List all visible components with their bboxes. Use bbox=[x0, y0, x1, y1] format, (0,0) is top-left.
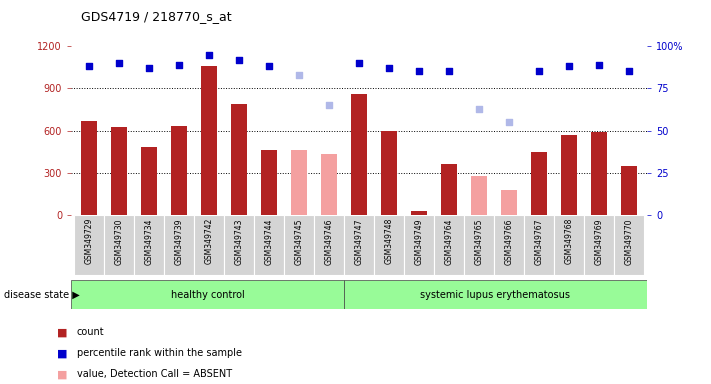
Bar bbox=[471, 176, 487, 215]
Text: GSM349730: GSM349730 bbox=[114, 218, 124, 265]
Text: GSM349748: GSM349748 bbox=[385, 218, 394, 265]
Bar bbox=[141, 147, 157, 215]
Point bbox=[413, 68, 424, 74]
Bar bbox=[284, 215, 314, 275]
Bar bbox=[74, 215, 104, 275]
Bar bbox=[621, 166, 637, 215]
Bar bbox=[561, 136, 577, 215]
Point bbox=[624, 68, 635, 74]
Bar bbox=[164, 215, 194, 275]
Point bbox=[294, 72, 305, 78]
Bar bbox=[441, 164, 457, 215]
Text: systemic lupus erythematosus: systemic lupus erythematosus bbox=[420, 290, 570, 300]
Bar bbox=[314, 215, 344, 275]
Text: GSM349765: GSM349765 bbox=[474, 218, 483, 265]
Text: GSM349768: GSM349768 bbox=[565, 218, 574, 265]
Bar bbox=[591, 132, 607, 215]
Text: GSM349729: GSM349729 bbox=[85, 218, 94, 265]
Bar bbox=[134, 215, 164, 275]
Text: disease state ▶: disease state ▶ bbox=[4, 290, 80, 300]
Bar bbox=[374, 215, 404, 275]
Bar bbox=[411, 211, 427, 215]
Bar bbox=[344, 280, 647, 309]
Bar bbox=[224, 215, 254, 275]
Point bbox=[203, 51, 215, 58]
Bar bbox=[464, 215, 494, 275]
Point bbox=[444, 68, 455, 74]
Text: ■: ■ bbox=[57, 369, 68, 379]
Point bbox=[324, 102, 335, 108]
Bar bbox=[254, 215, 284, 275]
Text: ■: ■ bbox=[57, 348, 68, 358]
Text: GSM349766: GSM349766 bbox=[505, 218, 513, 265]
Text: GSM349746: GSM349746 bbox=[324, 218, 333, 265]
Text: GSM349734: GSM349734 bbox=[144, 218, 154, 265]
Point bbox=[503, 119, 515, 125]
Point bbox=[83, 63, 95, 70]
Bar bbox=[351, 94, 368, 215]
Bar bbox=[111, 127, 127, 215]
Bar bbox=[81, 121, 97, 215]
Point bbox=[263, 63, 274, 70]
Text: GSM349764: GSM349764 bbox=[444, 218, 454, 265]
Bar bbox=[261, 150, 277, 215]
Point bbox=[114, 60, 125, 66]
Point bbox=[353, 60, 365, 66]
Bar bbox=[201, 66, 218, 215]
Bar bbox=[614, 215, 644, 275]
Text: percentile rank within the sample: percentile rank within the sample bbox=[77, 348, 242, 358]
Bar bbox=[171, 126, 187, 215]
Point bbox=[383, 65, 395, 71]
Text: value, Detection Call = ABSENT: value, Detection Call = ABSENT bbox=[77, 369, 232, 379]
Bar bbox=[584, 215, 614, 275]
Text: GSM349767: GSM349767 bbox=[535, 218, 543, 265]
Bar bbox=[554, 215, 584, 275]
Text: GSM349742: GSM349742 bbox=[205, 218, 213, 265]
Bar bbox=[71, 280, 344, 309]
Bar bbox=[404, 215, 434, 275]
Point bbox=[563, 63, 574, 70]
Text: GSM349769: GSM349769 bbox=[594, 218, 604, 265]
Text: GSM349770: GSM349770 bbox=[624, 218, 634, 265]
Text: GSM349744: GSM349744 bbox=[264, 218, 274, 265]
Bar bbox=[344, 215, 374, 275]
Bar bbox=[321, 154, 337, 215]
Text: ■: ■ bbox=[57, 327, 68, 337]
Bar bbox=[434, 215, 464, 275]
Text: GSM349745: GSM349745 bbox=[294, 218, 304, 265]
Text: GDS4719 / 218770_s_at: GDS4719 / 218770_s_at bbox=[81, 10, 232, 23]
Point bbox=[533, 68, 545, 74]
Text: GSM349739: GSM349739 bbox=[175, 218, 183, 265]
Bar bbox=[194, 215, 224, 275]
Bar bbox=[524, 215, 554, 275]
Text: GSM349747: GSM349747 bbox=[355, 218, 363, 265]
Bar bbox=[231, 104, 247, 215]
Point bbox=[593, 61, 604, 68]
Bar bbox=[501, 190, 518, 215]
Bar bbox=[494, 215, 524, 275]
Bar bbox=[531, 152, 547, 215]
Text: GSM349743: GSM349743 bbox=[235, 218, 244, 265]
Point bbox=[474, 106, 485, 112]
Bar bbox=[381, 131, 397, 215]
Bar bbox=[291, 150, 307, 215]
Bar bbox=[104, 215, 134, 275]
Text: GSM349749: GSM349749 bbox=[415, 218, 424, 265]
Text: count: count bbox=[77, 327, 105, 337]
Text: healthy control: healthy control bbox=[171, 290, 245, 300]
Point bbox=[173, 61, 185, 68]
Point bbox=[233, 56, 245, 63]
Point bbox=[144, 65, 155, 71]
